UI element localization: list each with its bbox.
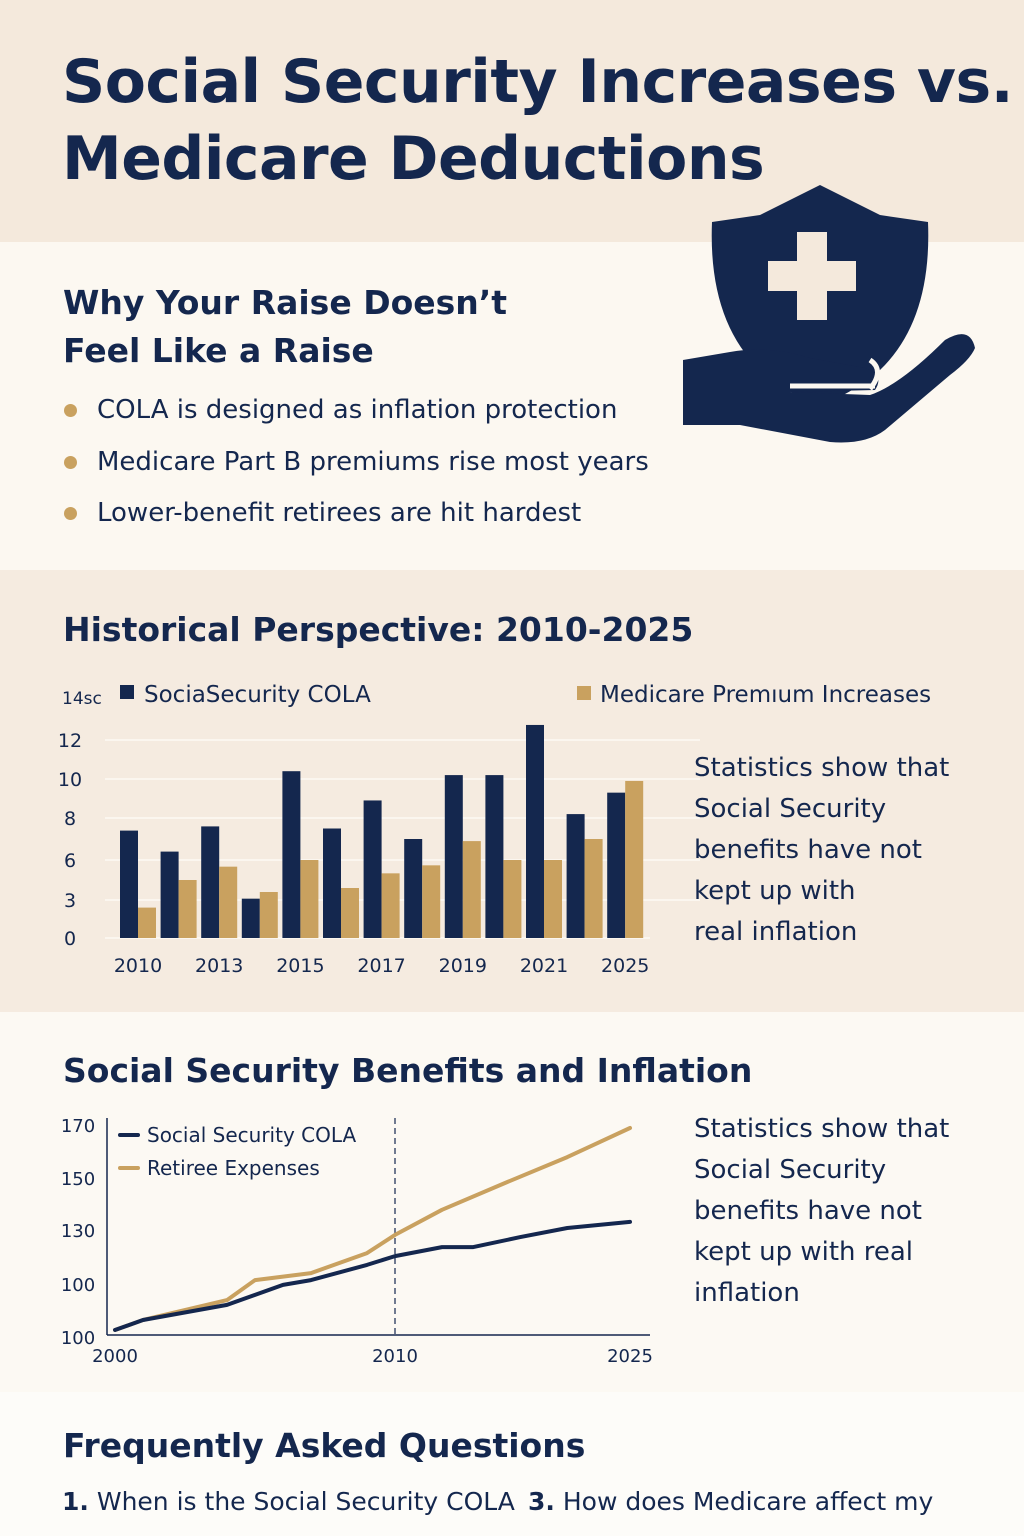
legend-label: Social Security COLA: [147, 1123, 356, 1147]
bar-medicare: [503, 860, 522, 938]
bar-medicare: [422, 865, 441, 938]
bar-medicare: [584, 839, 603, 938]
bar-medicare: [381, 873, 400, 938]
y-tick-label: 0: [64, 928, 76, 950]
side-text-line: benefits have not: [694, 835, 922, 865]
side-text-line: inflation: [694, 1278, 800, 1308]
title-line: Medicare Deductions: [62, 124, 765, 194]
x-tick-label: 2013: [195, 955, 243, 977]
bar-cola: [282, 771, 301, 938]
faq-number: 3.: [528, 1487, 555, 1516]
x-tick-label: 2025: [607, 1346, 653, 1367]
bar-medicare: [341, 888, 359, 938]
bullet-text: COLA is designed as inflation protection: [97, 395, 618, 425]
heading-line: Feel Like a Raise: [63, 331, 374, 370]
page-title: Social Security Increases vs. Medicare De…: [62, 44, 1014, 198]
shield-medical-cross-on-hand-icon: [683, 185, 975, 443]
bullet-dot-icon: [64, 403, 77, 417]
heading-line: Why Your Raise Doesn’t: [63, 283, 508, 322]
inflation-side-text: Statistics show that Social Security benef…: [694, 1109, 994, 1314]
inflation-section: [0, 1012, 1024, 1392]
bar-cola: [241, 898, 260, 938]
bar-medicare: [625, 780, 644, 938]
bullet-item: Medicare Part B premiums rise most years: [64, 447, 649, 477]
title-line: Social Security Increases vs.: [62, 47, 1014, 117]
line-series-expenses: [113, 1126, 632, 1332]
y-tick-label: 170: [61, 1116, 95, 1137]
bar-cola: [566, 814, 585, 938]
x-tick-label: 2010: [114, 955, 162, 977]
bar-cola: [120, 830, 138, 938]
side-text-line: real inflation: [694, 917, 858, 947]
faq-number: 1.: [62, 1487, 89, 1516]
faq-item[interactable]: 3. How does Medicare affect my: [528, 1487, 933, 1517]
bar-cola: [607, 792, 626, 938]
y-tick-label: 10: [58, 769, 82, 791]
x-tick-label: 2017: [357, 955, 405, 977]
bar-cola: [201, 826, 220, 938]
bar-medicare: [138, 907, 156, 938]
bullet-dot-icon: [64, 506, 77, 520]
bar-cola: [526, 724, 544, 938]
side-text-line: Social Security: [694, 1155, 887, 1185]
bar-medicare: [178, 880, 197, 938]
y-tick-label: 100: [61, 1275, 95, 1296]
legend-label: Retiree Expenses: [147, 1156, 320, 1180]
legend-label-cola: SociaSecurity COLA: [144, 682, 371, 708]
why-heading: Why Your Raise Doesn’t Feel Like a Raise: [63, 279, 507, 375]
header: Social Security Increases vs. Medicare De…: [0, 0, 1024, 242]
y-tick-label: 100: [61, 1328, 95, 1349]
y-tick-label: 14sc: [62, 689, 102, 709]
bar-cola: [363, 800, 382, 938]
bar-chart: 0 3 6 8 10 12 14sc 2010 2013 2015 2017 2019 2021 2025…: [58, 682, 931, 977]
y-tick-label: 12: [58, 730, 82, 752]
x-tick-label: 2025: [601, 955, 649, 977]
x-tick-label: 2019: [439, 955, 487, 977]
bar-cola: [485, 775, 504, 938]
bar-medicare: [300, 860, 319, 938]
legend-swatch-medicare: [577, 686, 591, 700]
bar-medicare: [462, 841, 481, 938]
bar-cola: [160, 851, 179, 938]
inflation-heading: Social Security Benefits and Inflation: [63, 1051, 753, 1090]
bar-cola: [323, 828, 341, 938]
bar-cola: [444, 775, 463, 938]
bullet-text: Medicare Part B premiums rise most years: [97, 447, 649, 477]
x-tick-label: 2000: [92, 1346, 138, 1367]
bar-medicare: [544, 860, 562, 938]
faq-item[interactable]: 1. When is the Social Security COLA: [62, 1487, 515, 1517]
side-text-line: Statistics show that: [694, 1114, 950, 1144]
line-chart: 100 100 130 150 170 2000 2010 2025 Social Securi…: [61, 1116, 653, 1367]
bar-medicare: [259, 892, 278, 938]
side-text-line: kept up with real: [694, 1237, 914, 1267]
faq-question: When is the Social Security COLA: [96, 1487, 515, 1516]
x-tick-label: 2021: [520, 955, 568, 977]
faq-question: How does Medicare affect my: [562, 1487, 934, 1516]
y-tick-label: 8: [64, 808, 76, 830]
y-tick-label: 130: [61, 1221, 95, 1242]
side-text-line: benefits have not: [694, 1196, 922, 1226]
bar-cola: [404, 839, 423, 938]
historical-heading: Historical Perspective: 2010-2025: [63, 610, 694, 649]
side-text-line: Social Security: [694, 794, 887, 824]
bar-medicare: [219, 866, 238, 938]
y-tick-label: 6: [64, 850, 76, 872]
line-series-cola: [113, 1219, 632, 1332]
legend-swatch-cola: [120, 685, 134, 699]
historical-side-text: Statistics show that Social Security benef…: [694, 748, 994, 953]
faq-heading: Frequently Asked Questions: [63, 1426, 586, 1465]
bullet-dot-icon: [64, 455, 77, 469]
bullet-item: COLA is designed as inflation protection: [64, 395, 617, 425]
bullet-item: Lower-benefit retirees are hit hardest: [64, 498, 581, 528]
x-tick-label: 2015: [276, 955, 324, 977]
y-tick-label: 3: [64, 890, 76, 912]
faq-section: [0, 1392, 1024, 1536]
x-tick-label: 2010: [372, 1346, 418, 1367]
side-text-line: kept up with: [694, 876, 856, 906]
side-text-line: Statistics show that: [694, 753, 950, 783]
legend-label-medicare: Medicare Premıum Increases: [600, 682, 931, 708]
y-tick-label: 150: [61, 1169, 95, 1190]
bullet-text: Lower-benefit retirees are hit hardest: [97, 498, 582, 528]
